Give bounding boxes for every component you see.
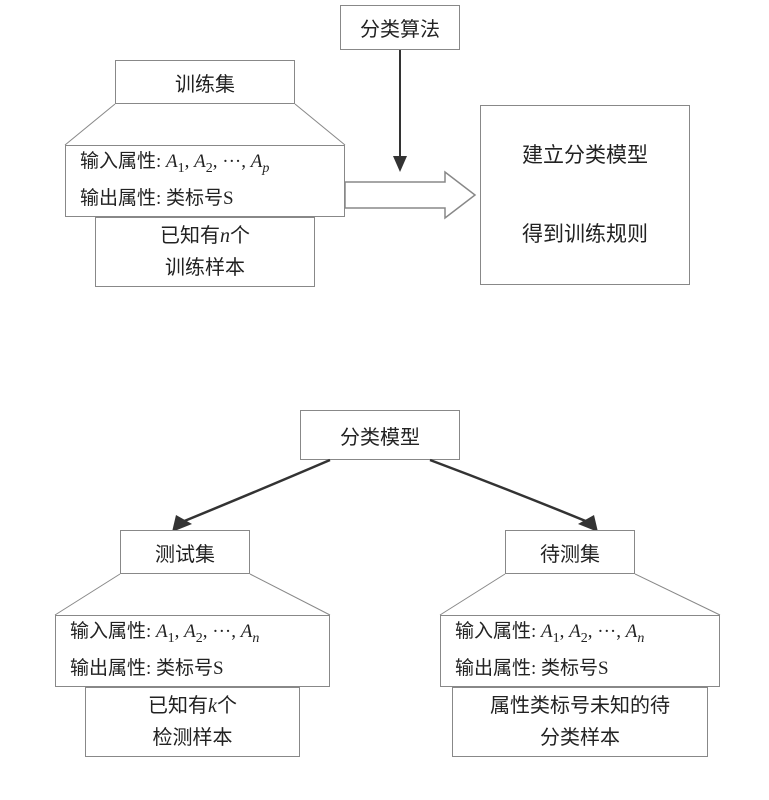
test-input-vars: A1, A2, ···, An — [156, 621, 259, 642]
train-attr-box: 输入属性: A1, A2, ···, Ap 输出属性: 类标号S — [65, 145, 345, 217]
test-input-label: 输入属性: — [70, 621, 151, 642]
train-known-l1: 已知有n个 — [160, 220, 250, 252]
model-l1: 建立分类模型 — [522, 139, 648, 173]
cls-model-label: 分类模型 — [340, 421, 420, 450]
train-output-row: 输出属性: 类标号S — [74, 182, 336, 216]
diagram-canvas: 分类算法 训练集 输入属性: A1, A2, ···, Ap 输出属性: 类标号… — [0, 0, 769, 800]
pred-title: 待测集 — [540, 538, 600, 567]
arrow-model-to-test — [160, 460, 340, 540]
test-trapezoid — [55, 574, 330, 616]
arrow-algo-down — [395, 50, 415, 180]
train-title-box: 训练集 — [115, 60, 295, 104]
pred-title-box: 待测集 — [505, 530, 635, 574]
pred-known-box: 属性类标号未知的待 分类样本 — [452, 687, 708, 757]
test-known-l2: 检测样本 — [153, 722, 233, 754]
arrow-model-to-pred — [420, 460, 620, 540]
test-title-box: 测试集 — [120, 530, 250, 574]
pred-input-label: 输入属性: — [455, 621, 536, 642]
model-box: 建立分类模型 得到训练规则 — [480, 105, 690, 285]
test-attr-box: 输入属性: A1, A2, ···, An 输出属性: 类标号S — [55, 615, 330, 687]
test-title: 测试集 — [155, 538, 215, 567]
pred-output-label: 输出属性: — [455, 658, 536, 679]
pred-attr-box: 输入属性: A1, A2, ···, An 输出属性: 类标号S — [440, 615, 720, 687]
pred-output-row: 输出属性: 类标号S — [449, 652, 711, 686]
train-known-l2: 训练样本 — [165, 252, 245, 284]
test-output-val: 类标号S — [156, 658, 224, 679]
pred-known-l1: 属性类标号未知的待 — [490, 690, 670, 722]
test-output-row: 输出属性: 类标号S — [64, 652, 321, 686]
test-known-box: 已知有k个 检测样本 — [85, 687, 300, 757]
pred-output-val: 类标号S — [541, 658, 609, 679]
test-known-l1: 已知有k个 — [148, 690, 237, 722]
arrow-train-to-model — [345, 170, 480, 220]
algo-label: 分类算法 — [360, 13, 440, 42]
train-input-label: 输入属性: — [80, 151, 161, 172]
test-output-label: 输出属性: — [70, 658, 151, 679]
train-input-row: 输入属性: A1, A2, ···, Ap — [74, 145, 336, 182]
pred-known-l2: 分类样本 — [540, 722, 620, 754]
train-trapezoid — [65, 104, 345, 146]
algo-label-box: 分类算法 — [340, 5, 460, 50]
pred-trapezoid — [440, 574, 720, 616]
cls-model-box: 分类模型 — [300, 410, 460, 460]
model-l2: 得到训练规则 — [522, 218, 648, 252]
pred-input-row: 输入属性: A1, A2, ···, An — [449, 615, 711, 652]
train-known-box: 已知有n个 训练样本 — [95, 217, 315, 287]
train-output-val: 类标号S — [166, 188, 234, 209]
pred-input-vars: A1, A2, ···, An — [541, 621, 644, 642]
train-input-vars: A1, A2, ···, Ap — [166, 151, 269, 172]
train-title: 训练集 — [175, 68, 235, 97]
test-input-row: 输入属性: A1, A2, ···, An — [64, 615, 321, 652]
train-output-label: 输出属性: — [80, 188, 161, 209]
